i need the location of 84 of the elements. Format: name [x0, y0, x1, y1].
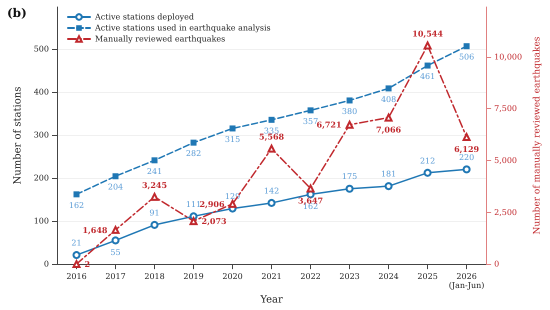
point — [112, 226, 120, 234]
y-tick-label: 500 — [34, 44, 49, 54]
point — [424, 168, 432, 177]
data-label: 461 — [420, 72, 436, 82]
x-tick-label: 2018 — [144, 272, 165, 282]
x-tick-label: 2020 — [222, 272, 243, 282]
data-label: 142 — [264, 186, 280, 196]
legend-label: Active stations deployed — [94, 12, 194, 22]
data-label: 21 — [71, 238, 82, 248]
data-label: 2,906 — [199, 198, 225, 209]
point — [72, 260, 81, 268]
point — [190, 140, 197, 146]
data-label: 380 — [342, 106, 358, 116]
point — [72, 251, 81, 260]
data-label: 335 — [264, 126, 280, 136]
legend-label: Manually reviewed earthquakes — [95, 34, 226, 44]
point — [74, 191, 80, 198]
point — [464, 43, 470, 50]
x-tick-label: 2017 — [105, 272, 126, 282]
data-label: 111 — [186, 200, 202, 209]
data-label: 220 — [458, 152, 474, 162]
x-tick-label: 2016 — [66, 272, 87, 282]
data-label: 6,129 — [454, 144, 480, 154]
point — [268, 116, 275, 123]
point — [150, 192, 159, 201]
point — [152, 157, 158, 164]
point — [268, 198, 276, 207]
data-label: 10,544 — [412, 28, 444, 38]
data-label: 506 — [458, 52, 474, 62]
x-tick-label: 2021 — [261, 272, 282, 282]
data-label: 55 — [110, 248, 121, 257]
data-label: 162 — [68, 200, 84, 210]
y2-tick-label: 2,500 — [494, 208, 518, 217]
y2-tick-label: 5,000 — [494, 156, 518, 165]
point — [424, 62, 431, 69]
x-tick-label: 2025 — [417, 272, 438, 282]
data-label: 175 — [342, 172, 358, 182]
y-tick-label: 400 — [34, 87, 49, 96]
data-label: 204 — [108, 182, 124, 192]
y2-tick-label: 10,000 — [494, 52, 522, 62]
data-label: 91 — [149, 208, 160, 218]
point — [346, 97, 353, 104]
data-label: 6,721 — [316, 120, 342, 130]
data-label: 241 — [146, 166, 162, 176]
chart-title: (b) — [7, 6, 27, 20]
data-label: 282 — [186, 149, 202, 158]
point — [112, 173, 119, 180]
point — [384, 182, 393, 190]
y2-tick-label: 7,500 — [494, 104, 518, 114]
y-axis-title: Number of stations — [12, 86, 24, 184]
x-tick-label: 2022 — [300, 272, 321, 282]
y2-axis-title: Number of manually reviewed earthquakes — [532, 36, 542, 235]
point — [112, 236, 120, 244]
data-label: 181 — [380, 170, 396, 179]
x-tick-label: 2019 — [183, 272, 204, 282]
point — [386, 85, 392, 92]
point — [308, 107, 314, 114]
x-tick-label: 2023 — [339, 272, 360, 282]
data-label: 357 — [302, 116, 318, 126]
point — [346, 120, 354, 129]
point — [150, 220, 159, 229]
y-tick-label: 300 — [34, 130, 49, 140]
y-tick-label: 100 — [34, 216, 49, 226]
legend-label: Active stations used in earthquake analysis — [94, 24, 271, 32]
data-label: 7,066 — [376, 124, 402, 135]
y-tick-label: 200 — [34, 173, 49, 182]
data-label: 408 — [380, 94, 396, 104]
point — [230, 125, 236, 132]
x-tick-label: 2026 (Jan-Jun) — [448, 272, 484, 290]
point — [228, 200, 237, 208]
data-label: 3,647 — [298, 195, 324, 206]
point — [424, 41, 432, 50]
x-axis-title: Year — [259, 294, 283, 306]
data-label: 1,648 — [82, 224, 108, 235]
point — [462, 165, 471, 174]
point — [346, 184, 354, 193]
point — [306, 184, 315, 192]
data-label: 212 — [420, 156, 436, 166]
y-tick-label: 0 — [44, 260, 49, 269]
data-label: 2,073 — [202, 216, 228, 226]
data-label: 315 — [224, 134, 240, 144]
y2-tick-label: 0 — [494, 260, 500, 269]
x-tick-label: 2024 — [378, 272, 399, 282]
data-label: 3,245 — [142, 180, 168, 190]
